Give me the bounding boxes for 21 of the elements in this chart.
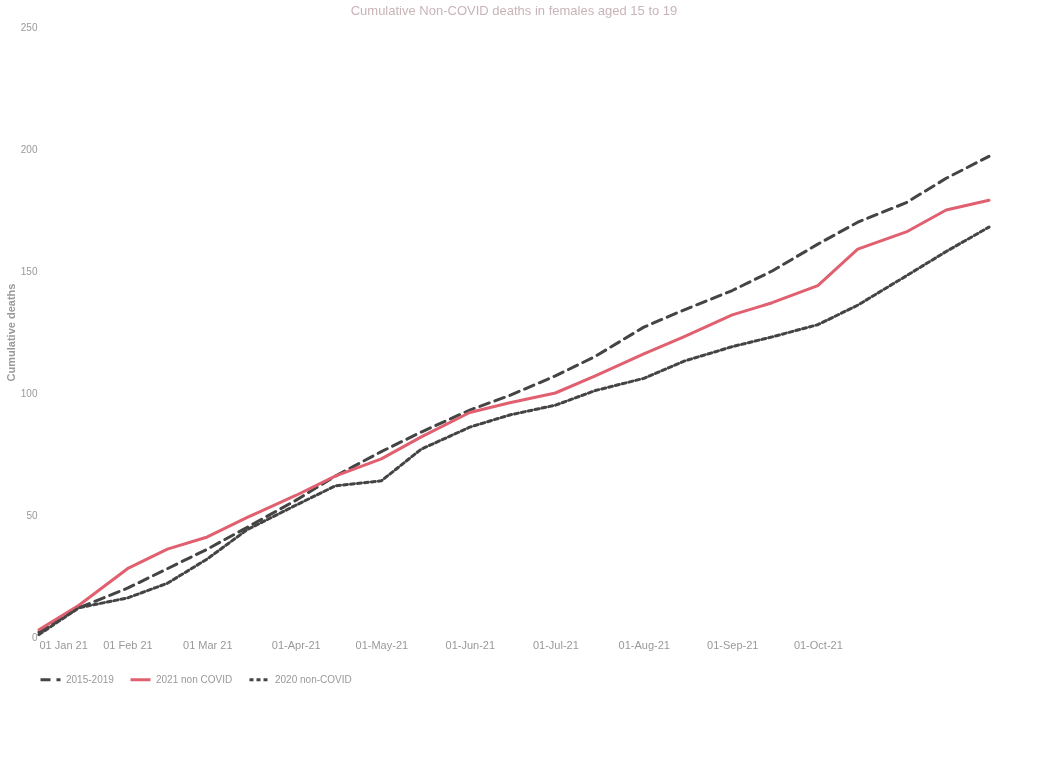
y-tick-label: 50 — [26, 509, 38, 521]
x-tick-label: 01-May-21 — [355, 638, 409, 651]
x-tick-label: 01-Oct-21 — [793, 638, 843, 651]
y-tick-label: 0 — [31, 631, 38, 643]
x-tick-label: 01-Aug-21 — [618, 638, 670, 651]
y-tick-label: 150 — [20, 265, 38, 277]
legend-label: 2015-2019 — [66, 673, 115, 685]
chart-title: Cumulative Non-COVID deaths in females aged 15 to 19 — [350, 3, 678, 18]
legend-label: 2021 non COVID — [156, 673, 233, 685]
legend-label: 2020 non-COVID — [275, 673, 352, 685]
x-tick-label: 01 Jan 21 — [39, 638, 88, 651]
x-tick-label: 01-Apr-21 — [271, 638, 321, 651]
x-tick-label: 01-Jul-21 — [532, 638, 579, 651]
x-tick-label: 01 Feb 21 — [103, 638, 153, 651]
x-tick-label: 01-Sep-21 — [707, 638, 759, 651]
y-tick-label: 250 — [20, 21, 38, 33]
y-axis-title: Cumulative deaths — [4, 283, 17, 382]
x-tick-label: 01-Jun-21 — [445, 638, 496, 651]
y-tick-label: 200 — [20, 143, 38, 155]
y-tick-label: 100 — [20, 387, 38, 399]
x-tick-label: 01 Mar 21 — [183, 638, 233, 651]
